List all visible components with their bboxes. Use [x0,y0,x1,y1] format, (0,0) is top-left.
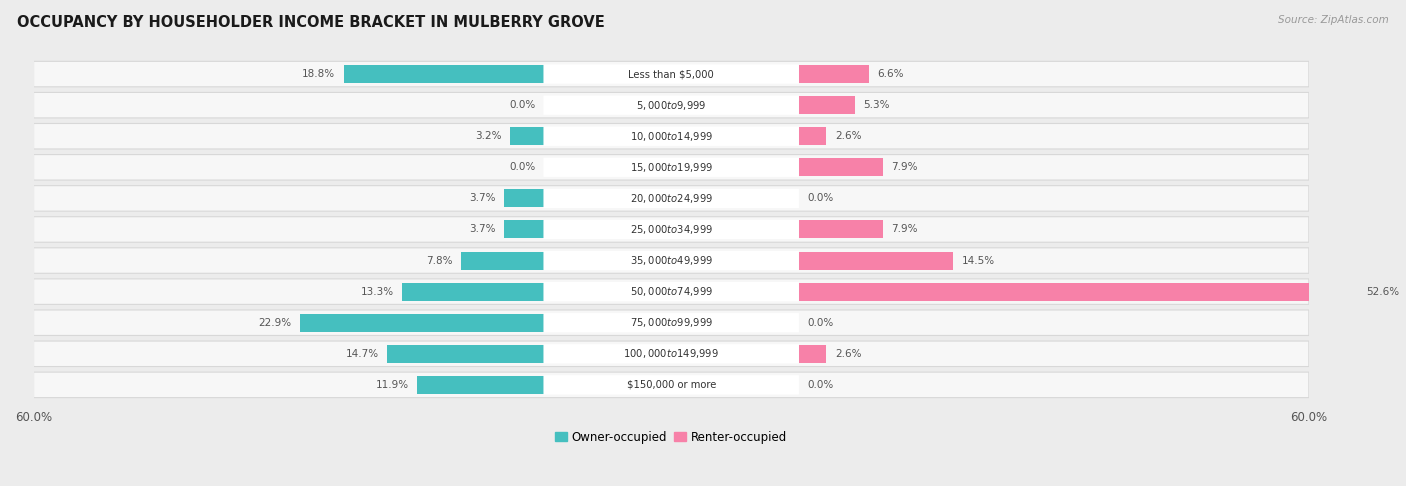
Text: $20,000 to $24,999: $20,000 to $24,999 [630,192,713,205]
FancyBboxPatch shape [544,282,799,301]
Text: 52.6%: 52.6% [1367,287,1399,296]
Bar [799,65,869,83]
Text: 2.6%: 2.6% [835,131,862,141]
Text: 3.7%: 3.7% [470,225,496,234]
Text: 0.0%: 0.0% [807,380,834,390]
FancyBboxPatch shape [544,96,799,115]
FancyBboxPatch shape [34,155,1309,180]
FancyBboxPatch shape [544,127,799,146]
Text: 0.0%: 0.0% [509,100,536,110]
Bar [799,158,883,176]
Bar [418,376,544,394]
FancyBboxPatch shape [34,186,1309,211]
Bar [799,283,1358,301]
FancyBboxPatch shape [544,313,799,332]
FancyBboxPatch shape [544,251,799,270]
Bar [799,252,953,270]
Bar [799,127,827,145]
Text: 7.9%: 7.9% [891,162,918,173]
FancyBboxPatch shape [544,157,799,177]
Text: 6.6%: 6.6% [877,69,904,79]
Bar [301,313,544,332]
Text: $150,000 or more: $150,000 or more [627,380,716,390]
Text: 0.0%: 0.0% [509,162,536,173]
Text: 7.9%: 7.9% [891,225,918,234]
FancyBboxPatch shape [544,189,799,208]
FancyBboxPatch shape [34,217,1309,242]
Text: 2.6%: 2.6% [835,349,862,359]
FancyBboxPatch shape [544,220,799,239]
Text: 11.9%: 11.9% [375,380,409,390]
Text: 14.7%: 14.7% [346,349,380,359]
Text: 18.8%: 18.8% [302,69,336,79]
Text: 22.9%: 22.9% [259,318,292,328]
Bar [344,65,544,83]
Text: $25,000 to $34,999: $25,000 to $34,999 [630,223,713,236]
Text: $75,000 to $99,999: $75,000 to $99,999 [630,316,713,329]
Text: 3.2%: 3.2% [475,131,501,141]
FancyBboxPatch shape [544,375,799,395]
FancyBboxPatch shape [544,65,799,84]
Bar [505,190,544,208]
Text: $15,000 to $19,999: $15,000 to $19,999 [630,161,713,174]
FancyBboxPatch shape [34,310,1309,335]
Text: 7.8%: 7.8% [426,256,453,265]
Text: 0.0%: 0.0% [807,318,834,328]
FancyBboxPatch shape [34,92,1309,118]
Bar [402,283,544,301]
Text: $5,000 to $9,999: $5,000 to $9,999 [636,99,706,112]
Bar [388,345,544,363]
Bar [799,96,855,114]
FancyBboxPatch shape [34,248,1309,273]
FancyBboxPatch shape [34,123,1309,149]
FancyBboxPatch shape [34,61,1309,87]
Text: OCCUPANCY BY HOUSEHOLDER INCOME BRACKET IN MULBERRY GROVE: OCCUPANCY BY HOUSEHOLDER INCOME BRACKET … [17,15,605,30]
Text: 13.3%: 13.3% [361,287,394,296]
Text: $10,000 to $14,999: $10,000 to $14,999 [630,130,713,143]
FancyBboxPatch shape [34,341,1309,366]
Bar [461,252,544,270]
Text: 5.3%: 5.3% [863,100,890,110]
Legend: Owner-occupied, Renter-occupied: Owner-occupied, Renter-occupied [551,426,792,449]
FancyBboxPatch shape [34,279,1309,304]
Text: Less than $5,000: Less than $5,000 [628,69,714,79]
Text: 14.5%: 14.5% [962,256,994,265]
Text: $100,000 to $149,999: $100,000 to $149,999 [623,347,720,360]
Bar [509,127,544,145]
Text: 3.7%: 3.7% [470,193,496,204]
FancyBboxPatch shape [34,372,1309,398]
Text: 0.0%: 0.0% [807,193,834,204]
Bar [799,221,883,239]
Bar [799,345,827,363]
Text: Source: ZipAtlas.com: Source: ZipAtlas.com [1278,15,1389,25]
FancyBboxPatch shape [544,344,799,364]
Text: $50,000 to $74,999: $50,000 to $74,999 [630,285,713,298]
Text: $35,000 to $49,999: $35,000 to $49,999 [630,254,713,267]
Bar [505,221,544,239]
